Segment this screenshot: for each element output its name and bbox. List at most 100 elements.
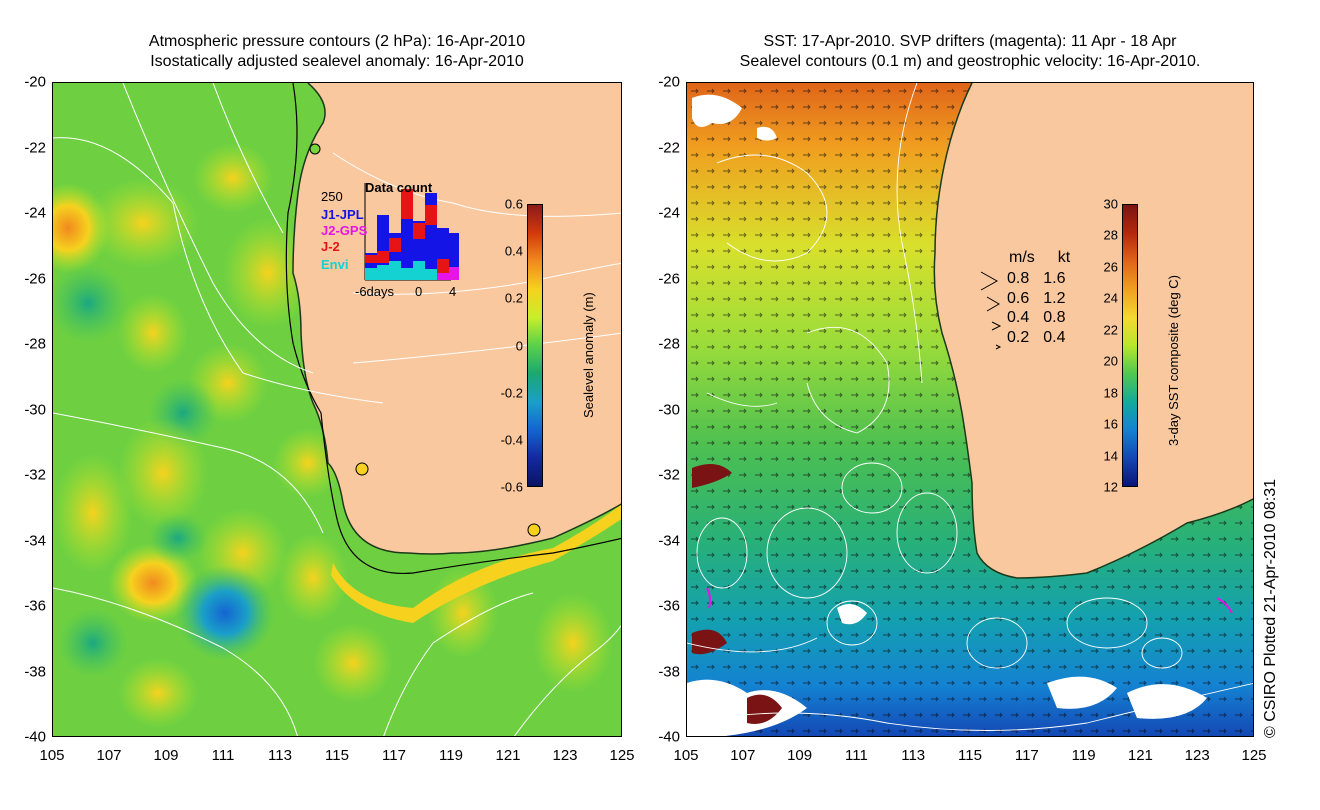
left-lat-tick-label: -36 — [24, 597, 46, 615]
sst-colorbar-tick: 16 — [1103, 416, 1118, 432]
sealevel-anomaly-field — [53, 83, 621, 736]
left-lat-tick-label: -34 — [24, 532, 46, 549]
left-lat-tick-label: -32 — [24, 466, 46, 484]
velocity-kt-4: 0.4 — [1043, 329, 1066, 346]
sst-map[interactable]: m/s kt 0.8 1.6 0.6 1.2 0.4 0.8 0.2 0.4 — [686, 82, 1254, 737]
sst-colorbar-tick: 22 — [1103, 322, 1118, 338]
sst-colorbar-tick: 30 — [1103, 196, 1118, 212]
inset-xlabel-end: 4 — [449, 284, 457, 299]
sealevel-colorbar-tick: 0 — [515, 338, 523, 353]
velocity-arrow-icons — [980, 271, 1002, 350]
left-lat-tick-label: -22 — [24, 139, 46, 156]
right-lat-tick-label: -40 — [658, 728, 680, 746]
inset-xlabel-start: -6days — [355, 284, 395, 299]
velocity-ms-3: 0.4 — [1007, 309, 1030, 326]
left-lon-tick-label: 121 — [495, 747, 521, 764]
right-lat-tick-label: -22 — [658, 139, 680, 156]
right-lon-tick-label: 123 — [1184, 747, 1210, 764]
right-lat-tick-label: -26 — [658, 270, 680, 287]
velocity-row-2: 0.6 1.2 — [1007, 290, 1066, 308]
sealevel-colorbar-label: Sealevel anomaly (m) — [581, 292, 596, 418]
sealevel-colorbar-tick: -0.4 — [500, 432, 523, 448]
australia-landmass-right — [934, 83, 1253, 578]
sst-colorbar-tick: 20 — [1103, 353, 1118, 369]
right-lon-tick-label: 119 — [1071, 747, 1096, 764]
sst-colorbar-tick: 14 — [1103, 448, 1118, 464]
right-lat-tick-label: -38 — [658, 663, 680, 680]
right-lat-tick-label: -28 — [658, 335, 680, 353]
sst-colorbar-tick: 12 — [1103, 479, 1118, 495]
data-count-inset — [364, 183, 459, 281]
velocity-header-ms: m/s — [1009, 249, 1035, 266]
inset-mission-envi: Envi — [321, 257, 349, 272]
velocity-kt-2: 1.2 — [1043, 290, 1066, 307]
left-title-line2: Isostatically adjusted sealevel anomaly:… — [150, 53, 524, 70]
sst-colorbar — [1122, 204, 1138, 487]
left-lon-tick-label: 111 — [211, 747, 235, 764]
right-map-title: SST: 17-Apr-2010. SVP drifters (magenta)… — [686, 32, 1254, 72]
inset-title: Data count — [365, 180, 433, 195]
velocity-header-kt: kt — [1057, 249, 1071, 266]
right-lat-tick-label: -36 — [658, 597, 680, 615]
left-lon-tick-label: 119 — [439, 747, 463, 764]
right-lon-tick-label: 113 — [901, 747, 926, 764]
sst-colorbar-tick: 18 — [1103, 385, 1118, 401]
left-lon-tick-label: 105 — [39, 747, 65, 764]
velocity-legend-header: m/s kt — [1009, 249, 1070, 267]
sst-colorbar-label: 3-day SST composite (deg C) — [1166, 275, 1181, 446]
right-lon-tick-label: 115 — [958, 747, 982, 764]
right-lon-tick-label: 121 — [1127, 747, 1153, 764]
sealevel-colorbar-tick: 0.2 — [504, 290, 523, 306]
right-lat-tick-label: -32 — [658, 466, 680, 484]
inset-mission-j2: J-2 — [321, 239, 340, 254]
right-lon-tick-label: 111 — [844, 747, 868, 764]
sst-colorbar-tick: 24 — [1103, 290, 1118, 306]
sealevel-colorbar-tick: 0.6 — [504, 196, 523, 212]
velocity-ms-1: 0.8 — [1007, 270, 1030, 287]
right-lon-tick-label: 125 — [1241, 747, 1267, 764]
inset-mission-j2gps: J2-GPS — [321, 223, 368, 238]
sealevel-colorbar-tick: 0.4 — [504, 243, 523, 259]
left-lat-tick-label: -24 — [24, 204, 46, 222]
right-title-line1: SST: 17-Apr-2010. SVP drifters (magenta)… — [763, 33, 1177, 50]
left-map-title: Atmospheric pressure contours (2 hPa): 1… — [52, 32, 622, 72]
velocity-row-1: 0.8 1.6 — [1007, 270, 1066, 288]
sealevel-colorbar-tick: -0.6 — [500, 479, 523, 495]
left-lon-tick-label: 113 — [268, 747, 292, 764]
velocity-ms-4: 0.2 — [1007, 329, 1030, 346]
copyright-footer: © CSIRO Plotted 21-Apr-2010 08:31 — [1262, 478, 1279, 738]
left-lon-tick-label: 109 — [153, 747, 179, 764]
right-lat-tick-label: -34 — [658, 532, 680, 549]
left-lon-tick-label: 107 — [96, 747, 122, 764]
inset-mission-j1jpl: J1-JPL — [321, 207, 364, 222]
velocity-row-4: 0.2 0.4 — [1007, 329, 1066, 347]
left-lon-tick-label: 117 — [382, 747, 406, 764]
left-lon-tick-label: 123 — [552, 747, 578, 764]
left-lat-tick-label: -26 — [24, 270, 46, 287]
sealevel-colorbar — [527, 204, 543, 487]
right-lon-tick-label: 105 — [673, 747, 699, 764]
velocity-kt-3: 0.8 — [1043, 309, 1066, 326]
left-lat-tick-label: -40 — [24, 728, 46, 746]
velocity-kt-1: 1.6 — [1043, 270, 1066, 287]
sealevel-anomaly-map[interactable]: 250 Data count J1-JPL J2-GPS J-2 Envi -6… — [52, 82, 622, 737]
sst-colorbar-tick: 26 — [1103, 259, 1118, 275]
australia-landmass — [293, 83, 621, 554]
sst-colorbar-tick: 28 — [1103, 227, 1118, 243]
left-lat-tick-label: -28 — [24, 335, 46, 353]
right-lat-tick-label: -20 — [658, 73, 680, 91]
right-lat-tick-label: -30 — [658, 401, 680, 418]
right-lon-tick-label: 117 — [1014, 747, 1039, 764]
right-lon-tick-label: 109 — [787, 747, 813, 764]
sealevel-colorbar-tick: -0.2 — [500, 385, 523, 401]
velocity-ms-2: 0.6 — [1007, 290, 1030, 307]
inset-ymax-label: 250 — [321, 189, 343, 204]
left-lat-tick-label: -30 — [24, 401, 46, 418]
left-lat-tick-label: -20 — [24, 73, 46, 91]
left-title-line1: Atmospheric pressure contours (2 hPa): 1… — [148, 33, 526, 50]
right-lat-tick-label: -24 — [658, 204, 680, 222]
right-lon-tick-label: 107 — [730, 747, 756, 764]
right-title-line2: Sealevel contours (0.1 m) and geostrophi… — [739, 53, 1201, 70]
inset-xlabel-zero: 0 — [415, 284, 423, 299]
left-lon-tick-label: 125 — [609, 747, 635, 764]
